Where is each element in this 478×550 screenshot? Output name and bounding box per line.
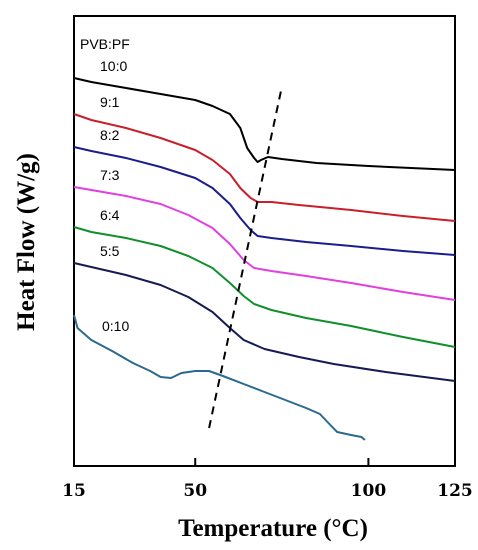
- x-tick-label: 100: [351, 481, 387, 501]
- series-line-9-1: [73, 113, 456, 222]
- series-label-8-2: 8:2: [100, 127, 120, 143]
- series-line-5-5: [73, 262, 456, 382]
- x-tick-labels: 15 50 100 125: [62, 481, 473, 501]
- series-label-5-5: 5:5: [100, 243, 120, 259]
- series-label-9-1: 9:1: [100, 94, 120, 110]
- x-axis-ticks: [73, 458, 456, 466]
- series-line-10-0: [73, 77, 456, 171]
- series-line-7-3: [73, 186, 456, 301]
- x-tick-label: 50: [183, 481, 207, 501]
- series-label-7-3: 7:3: [100, 167, 120, 183]
- series-layer: [73, 77, 456, 441]
- x-tick-label: 15: [62, 481, 86, 501]
- glass-transition-dashed-line: [208, 86, 283, 429]
- x-tick-label: 125: [437, 481, 473, 501]
- series-label-6-4: 6:4: [100, 207, 120, 223]
- series-label-10-0: 10:0: [100, 58, 127, 74]
- series-line-8-2: [73, 146, 456, 256]
- series-line-0-10: [73, 314, 366, 441]
- series-line-6-4: [73, 226, 456, 348]
- y-axis-title: Heat Flow (W/g): [13, 153, 40, 331]
- plot-frame: [73, 15, 456, 467]
- legend-title: PVB:PF: [80, 36, 130, 52]
- series-label-0-10: 0:10: [102, 318, 129, 334]
- x-axis-title: Temperature (°C): [178, 515, 368, 542]
- series-labels: 10:0 9:1 8:2 7:3 6:4 5:5 0:10: [100, 58, 129, 334]
